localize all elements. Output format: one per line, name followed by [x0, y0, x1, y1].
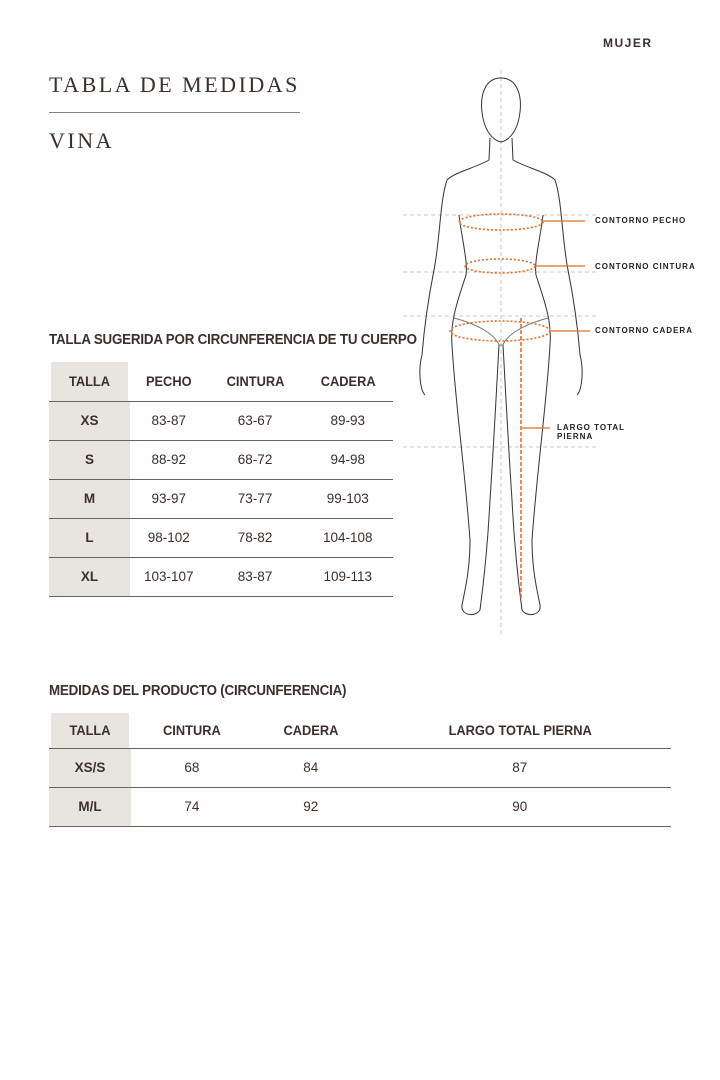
size-cell: M — [49, 479, 130, 518]
size-cell: L — [49, 518, 130, 557]
value-cell: 103-107 — [143, 569, 194, 584]
table-row: M 93-97 73-77 99-103 — [49, 479, 393, 518]
value-cell: 68 — [184, 760, 200, 775]
value-cell: 78-82 — [237, 530, 273, 545]
size-cell: S — [49, 440, 130, 479]
page-title: TABLA DE MEDIDAS — [49, 72, 300, 97]
value-cell: 88-92 — [151, 452, 187, 467]
hip-measure — [449, 320, 551, 342]
guide-lines — [403, 70, 598, 635]
label-leg: LARGO TOTAL PIERNA — [557, 423, 625, 441]
col-pecho: PECHO — [145, 373, 192, 389]
value-cell: 98-102 — [147, 530, 190, 545]
body-table-heading: TALLA SUGERIDA POR CIRCUNFERENCIA DE TU … — [49, 332, 417, 348]
table-header-row: TALLA PECHO CINTURA CADERA — [49, 362, 393, 401]
value-cell: 89-93 — [330, 413, 366, 428]
table-row: XS 83-87 63-67 89-93 — [49, 401, 393, 440]
size-cell: XS — [49, 401, 130, 440]
size-cell: M/L — [49, 787, 131, 826]
col-cadera: CADERA — [283, 722, 339, 738]
label-leg-line2: PIERNA — [557, 432, 594, 441]
value-cell: 99-103 — [326, 491, 369, 506]
value-cell: 90 — [512, 799, 528, 814]
product-name: VINA — [49, 128, 114, 153]
col-talla: TALLA — [51, 713, 129, 748]
col-cadera: CADERA — [320, 373, 376, 389]
value-cell: 74 — [184, 799, 200, 814]
table-row: S 88-92 68-72 94-98 — [49, 440, 393, 479]
product-table-heading: MEDIDAS DEL PRODUCTO (CIRCUNFERENCIA) — [49, 683, 347, 699]
value-cell: 109-113 — [323, 569, 373, 584]
value-cell: 104-108 — [323, 530, 373, 545]
value-cell: 68-72 — [237, 452, 273, 467]
size-cell: XS/S — [49, 748, 131, 787]
label-leaders — [522, 220, 590, 429]
col-talla: TALLA — [51, 362, 128, 401]
value-cell: 92 — [303, 799, 319, 814]
table-header-row: TALLA CINTURA CADERA LARGO TOTAL PIERNA — [49, 713, 671, 748]
value-cell: 93-97 — [151, 491, 187, 506]
value-cell: 83-87 — [237, 569, 273, 584]
col-largo-pierna: LARGO TOTAL PIERNA — [448, 722, 592, 738]
body-size-table: TALLA PECHO CINTURA CADERA XS 83-87 63-67 8… — [49, 362, 393, 597]
col-cintura: CINTURA — [226, 373, 284, 389]
gender-label: MUJER — [603, 36, 653, 50]
body-outline — [419, 77, 583, 616]
product-size-table: TALLA CINTURA CADERA LARGO TOTAL PIERNA … — [49, 713, 671, 827]
table-row: XL 103-107 83-87 109-113 — [49, 557, 393, 596]
label-waist: CONTORNO CINTURA — [595, 262, 696, 271]
body-measurement-figure — [403, 70, 598, 635]
measurement-marks — [449, 213, 551, 600]
label-hip: CONTORNO CADERA — [595, 326, 693, 335]
value-cell: 84 — [303, 760, 319, 775]
value-cell: 83-87 — [151, 413, 187, 428]
value-cell: 87 — [512, 760, 528, 775]
value-cell: 63-67 — [237, 413, 273, 428]
chest-measure — [458, 213, 544, 231]
value-cell: 73-77 — [237, 491, 273, 506]
label-chest: CONTORNO PECHO — [595, 216, 687, 225]
table-row: L 98-102 78-82 104-108 — [49, 518, 393, 557]
size-cell: XL — [49, 557, 130, 596]
value-cell: 94-98 — [330, 452, 366, 467]
label-leg-line1: LARGO TOTAL — [557, 423, 626, 432]
waist-measure — [464, 258, 536, 274]
table-row: XS/S 68 84 87 — [49, 748, 671, 787]
col-cintura: CINTURA — [163, 722, 221, 738]
title-divider — [49, 112, 300, 113]
table-row: M/L 74 92 90 — [49, 787, 671, 826]
